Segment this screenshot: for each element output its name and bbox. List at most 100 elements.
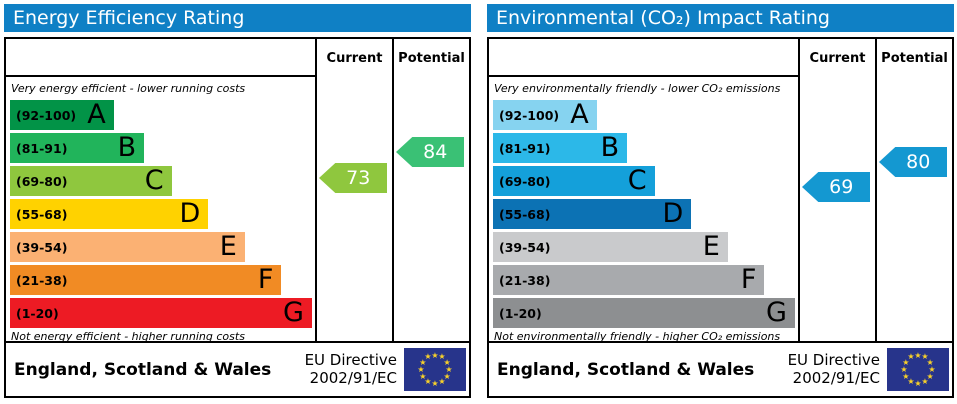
potential-column-header: Potential <box>392 39 469 77</box>
rating-band-row: (69-80) C <box>10 166 315 199</box>
current-column-header: Current <box>315 39 392 77</box>
bottom-caption: Not environmentally friendly - higher CO… <box>494 330 781 341</box>
band-range-label: (21-38) <box>499 272 551 288</box>
band-range-label: (55-68) <box>16 206 68 222</box>
rating-band-row: (55-68) D <box>10 199 315 232</box>
rating-scale-area: Very energy efficient - lower running co… <box>6 77 315 341</box>
table-body-row: Very environmentally friendly - lower CO… <box>489 77 952 341</box>
top-caption: Very energy efficient - lower running co… <box>11 82 246 95</box>
rating-band-c: (69-80) C <box>493 166 655 196</box>
eu-star-icon: ★ <box>431 378 439 388</box>
eu-star-icon: ★ <box>438 352 446 362</box>
band-range-label: (21-38) <box>16 272 68 288</box>
eu-star-icon: ★ <box>926 371 934 381</box>
rating-band-row: (1-20) G <box>10 298 315 331</box>
region-label: England, Scotland & Wales <box>497 359 755 380</box>
eu-flag: ★ ★ ★ ★ ★ ★ ★ ★ ★ ★ ★ ★ <box>887 348 949 391</box>
rating-band-row: (39-54) E <box>10 232 315 265</box>
band-range-label: (92-100) <box>16 107 77 123</box>
rating-bands: (92-100) A (81-91) B (69-80) C (55-68) D (39-54)… <box>6 100 315 331</box>
eu-star-icon: ★ <box>445 364 453 374</box>
rating-band-f: (21-38) F <box>493 264 765 295</box>
band-letter: E <box>702 231 720 262</box>
eu-star-icon: ★ <box>443 371 451 381</box>
current-rating-arrow: 73 <box>319 163 387 193</box>
rating-band-row: (92-100) A <box>10 100 315 133</box>
band-letter: A <box>87 99 106 130</box>
rating-band-b: (81-91) B <box>493 132 628 163</box>
band-letter: C <box>144 165 164 196</box>
band-letter: C <box>627 165 647 196</box>
rating-band-row: (1-20) G <box>493 298 798 331</box>
band-letter: G <box>766 297 787 328</box>
eu-star-icon: ★ <box>921 376 929 386</box>
rating-band-b: (81-91) B <box>10 132 145 163</box>
rating-scale-area: Very environmentally friendly - lower CO… <box>489 77 798 341</box>
rating-band-c: (69-80) C <box>10 166 172 196</box>
eu-directive-label: EU Directive 2002/91/EC <box>304 351 397 387</box>
rating-band-row: (55-68) D <box>493 199 798 232</box>
eu-star-icon: ★ <box>431 350 439 360</box>
band-range-label: (1-20) <box>499 305 542 321</box>
header-spacer <box>489 39 798 77</box>
table-header-row: Current Potential <box>6 39 469 77</box>
bottom-caption: Not energy efficient - higher running co… <box>11 330 245 341</box>
eu-star-icon: ★ <box>902 357 910 367</box>
band-letter: B <box>600 132 620 163</box>
eu-directive-label: EU Directive 2002/91/EC <box>787 351 880 387</box>
rating-band-f: (21-38) F <box>10 265 282 295</box>
rating-band-row: (21-38) F <box>10 265 315 298</box>
band-letter: B <box>117 132 137 163</box>
band-range-label: (1-20) <box>16 305 59 321</box>
rating-bands: (92-100) A (81-91) B (69-80) C (55-68) D (39-54)… <box>489 100 798 331</box>
eu-star-icon: ★ <box>424 376 432 386</box>
band-range-label: (39-54) <box>16 239 68 255</box>
band-letter: A <box>570 99 589 130</box>
eu-star-icon: ★ <box>419 371 427 381</box>
potential-column-header: Potential <box>875 39 952 77</box>
band-letter: G <box>283 297 304 328</box>
band-range-label: (39-54) <box>499 239 551 255</box>
energy-rating-table: Current Potential Very energy efficient … <box>4 37 471 398</box>
current-column: 73 <box>315 77 392 341</box>
rating-band-g: (1-20) G <box>10 298 312 328</box>
rating-band-row: (69-80) C <box>493 166 798 199</box>
band-range-label: (69-80) <box>499 173 551 189</box>
table-footer-row: England, Scotland & Wales EU Directive 2… <box>489 341 952 396</box>
eu-star-icon: ★ <box>417 364 425 374</box>
eu-star-icon: ★ <box>902 371 910 381</box>
rating-band-row: (21-38) F <box>493 265 798 298</box>
band-range-label: (55-68) <box>499 206 551 222</box>
region-label: England, Scotland & Wales <box>14 359 272 380</box>
table-footer-row: England, Scotland & Wales EU Directive 2… <box>6 341 469 396</box>
band-letter: F <box>740 264 757 295</box>
eu-directive-line1: EU Directive <box>787 351 880 370</box>
current-rating-arrow: 69 <box>802 172 870 202</box>
eu-directive-line2: 2002/91/EC <box>792 368 880 387</box>
band-range-label: (81-91) <box>16 140 68 156</box>
rating-band-row: (92-100) A <box>493 100 798 133</box>
eu-directive-line1: EU Directive <box>304 351 397 370</box>
rating-band-d: (55-68) D <box>493 199 692 229</box>
rating-band-a: (92-100) A <box>10 100 114 130</box>
potential-column: 84 <box>392 77 469 341</box>
band-range-label: (81-91) <box>499 140 551 156</box>
rating-band-row: (81-91) B <box>10 133 315 166</box>
rating-band-e: (39-54) E <box>10 232 245 262</box>
band-range-label: (92-100) <box>499 107 560 123</box>
table-body-row: Very energy efficient - lower running co… <box>6 77 469 341</box>
band-range-label: (69-80) <box>16 173 68 189</box>
current-column: 69 <box>798 77 875 341</box>
energy-efficiency-panel: Energy Efficiency Rating Current Potenti… <box>4 4 471 398</box>
rating-band-g: (1-20) G <box>493 298 795 328</box>
environmental-rating-table: Current Potential Very environmentally f… <box>487 37 954 398</box>
eu-star-icon: ★ <box>443 357 451 367</box>
energy-panel-title: Energy Efficiency Rating <box>4 4 471 32</box>
potential-rating-arrow: 80 <box>879 147 947 177</box>
eu-star-icon: ★ <box>926 357 934 367</box>
eu-star-icon: ★ <box>921 352 929 362</box>
table-header-row: Current Potential <box>489 39 952 77</box>
eu-star-icon: ★ <box>419 357 427 367</box>
eu-star-icon: ★ <box>424 352 432 362</box>
